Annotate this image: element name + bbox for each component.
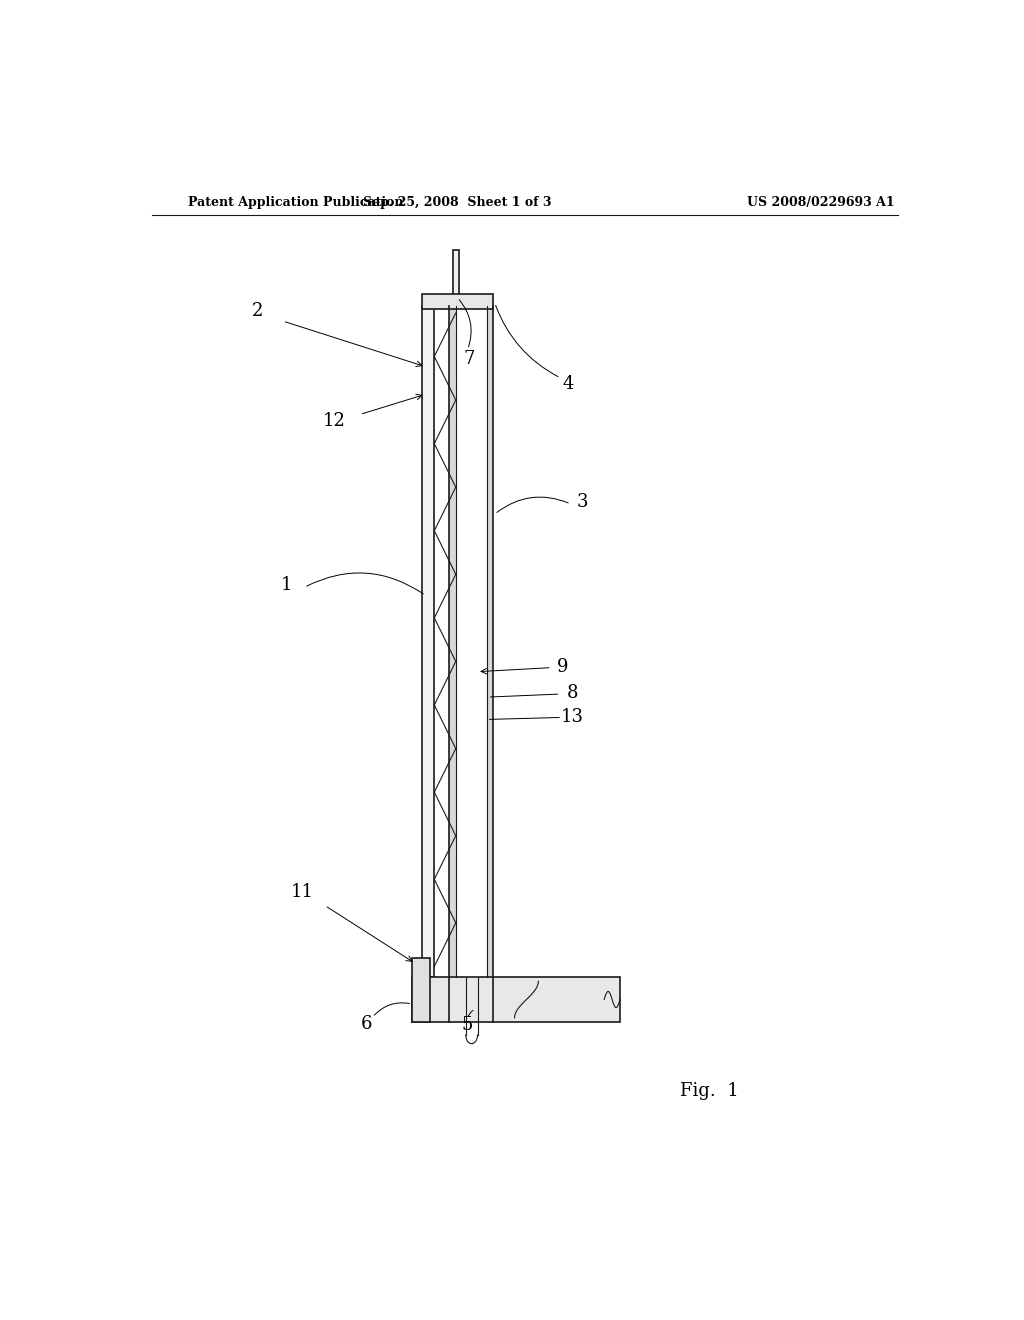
Text: 2: 2 — [252, 302, 263, 319]
Text: 11: 11 — [291, 883, 314, 902]
Text: 3: 3 — [577, 492, 588, 511]
Bar — [450, 306, 456, 977]
Text: 5: 5 — [462, 1016, 473, 1035]
Text: 1: 1 — [281, 577, 293, 594]
Bar — [412, 977, 620, 1022]
Text: Fig.  1: Fig. 1 — [680, 1082, 738, 1101]
Bar — [412, 958, 430, 1022]
Text: Patent Application Publication: Patent Application Publication — [187, 195, 403, 209]
Bar — [486, 306, 494, 977]
Bar — [422, 306, 434, 977]
Text: 12: 12 — [323, 412, 346, 429]
Text: 8: 8 — [566, 684, 579, 702]
Text: 4: 4 — [563, 375, 574, 393]
Text: 6: 6 — [360, 1015, 372, 1034]
Bar — [453, 249, 459, 306]
Text: Sep. 25, 2008  Sheet 1 of 3: Sep. 25, 2008 Sheet 1 of 3 — [364, 195, 552, 209]
Text: 9: 9 — [557, 657, 568, 676]
Text: US 2008/0229693 A1: US 2008/0229693 A1 — [748, 195, 895, 209]
Bar — [422, 293, 494, 309]
Text: 7: 7 — [464, 350, 475, 368]
Text: 13: 13 — [561, 709, 584, 726]
